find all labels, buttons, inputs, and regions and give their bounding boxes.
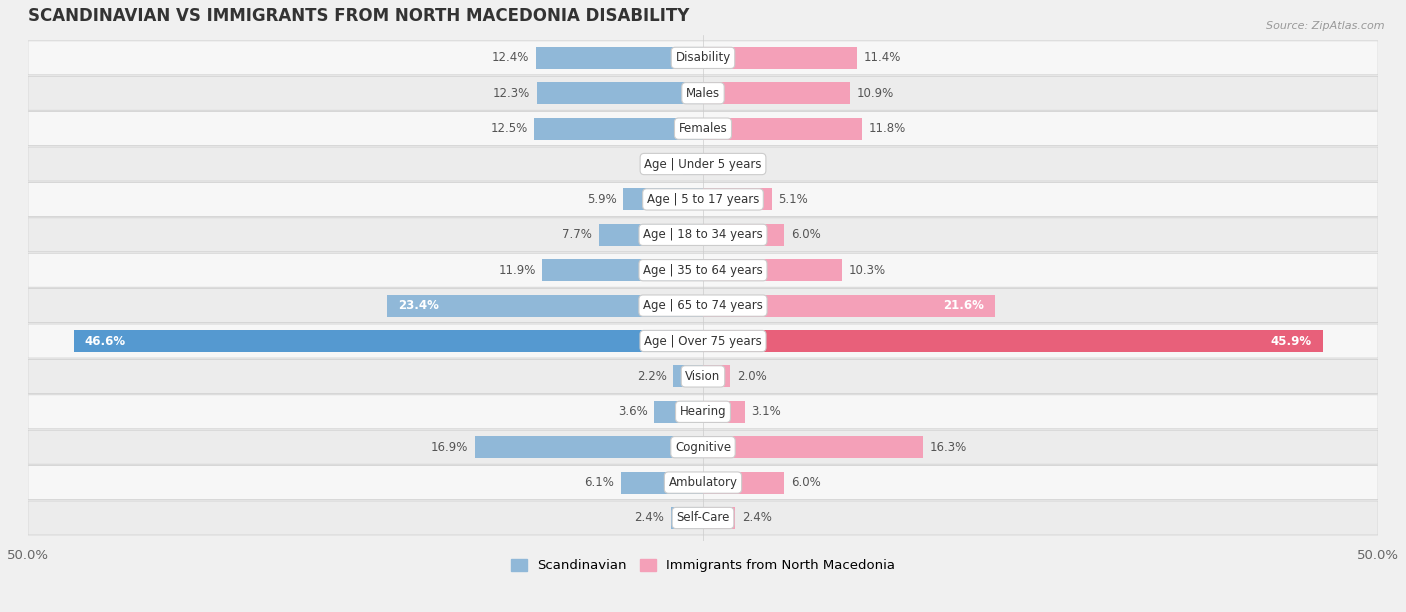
- FancyBboxPatch shape: [28, 359, 1378, 394]
- Text: Disability: Disability: [675, 51, 731, 64]
- FancyBboxPatch shape: [28, 466, 1378, 499]
- Text: 7.7%: 7.7%: [562, 228, 592, 241]
- Text: Age | 65 to 74 years: Age | 65 to 74 years: [643, 299, 763, 312]
- Text: 12.5%: 12.5%: [491, 122, 527, 135]
- Text: Females: Females: [679, 122, 727, 135]
- Bar: [671, 507, 703, 529]
- Text: Age | 35 to 64 years: Age | 35 to 64 years: [643, 264, 763, 277]
- Text: 10.3%: 10.3%: [849, 264, 886, 277]
- Bar: [703, 47, 856, 69]
- Text: Source: ZipAtlas.com: Source: ZipAtlas.com: [1267, 21, 1385, 31]
- Bar: [703, 224, 785, 246]
- Text: 3.6%: 3.6%: [617, 405, 648, 418]
- FancyBboxPatch shape: [28, 501, 1378, 535]
- FancyBboxPatch shape: [28, 289, 1378, 323]
- Bar: [703, 330, 1323, 352]
- Text: 6.0%: 6.0%: [790, 476, 821, 489]
- Bar: [75, 330, 703, 352]
- Bar: [536, 47, 703, 69]
- Text: 5.9%: 5.9%: [586, 193, 617, 206]
- Text: 45.9%: 45.9%: [1271, 335, 1312, 348]
- Text: 11.4%: 11.4%: [863, 51, 901, 64]
- FancyBboxPatch shape: [28, 182, 1378, 217]
- Text: 2.4%: 2.4%: [742, 512, 772, 524]
- FancyBboxPatch shape: [28, 147, 1378, 181]
- Text: 21.6%: 21.6%: [943, 299, 984, 312]
- Bar: [534, 118, 703, 140]
- Text: 3.1%: 3.1%: [752, 405, 782, 418]
- FancyBboxPatch shape: [28, 218, 1378, 252]
- Bar: [703, 401, 745, 423]
- Bar: [654, 401, 703, 423]
- Text: 6.1%: 6.1%: [583, 476, 614, 489]
- Text: 2.2%: 2.2%: [637, 370, 666, 383]
- Bar: [537, 82, 703, 104]
- Bar: [703, 365, 730, 387]
- Text: 11.8%: 11.8%: [869, 122, 907, 135]
- Text: 1.3%: 1.3%: [727, 157, 756, 171]
- Text: Males: Males: [686, 87, 720, 100]
- Text: Self-Care: Self-Care: [676, 512, 730, 524]
- Bar: [599, 224, 703, 246]
- FancyBboxPatch shape: [28, 253, 1378, 287]
- Text: 10.9%: 10.9%: [856, 87, 894, 100]
- Text: 16.9%: 16.9%: [430, 441, 468, 453]
- FancyBboxPatch shape: [28, 76, 1378, 110]
- FancyBboxPatch shape: [28, 430, 1378, 464]
- Text: Age | Over 75 years: Age | Over 75 years: [644, 335, 762, 348]
- Bar: [475, 436, 703, 458]
- Bar: [703, 436, 924, 458]
- Bar: [623, 188, 703, 211]
- Bar: [703, 82, 851, 104]
- Text: 1.5%: 1.5%: [647, 157, 676, 171]
- Text: 46.6%: 46.6%: [84, 335, 125, 348]
- Text: 2.4%: 2.4%: [634, 512, 664, 524]
- Bar: [703, 153, 720, 175]
- Bar: [703, 507, 735, 529]
- Bar: [620, 472, 703, 493]
- FancyBboxPatch shape: [28, 41, 1378, 75]
- Bar: [703, 118, 862, 140]
- FancyBboxPatch shape: [28, 111, 1378, 146]
- Text: Age | 5 to 17 years: Age | 5 to 17 years: [647, 193, 759, 206]
- Text: 23.4%: 23.4%: [398, 299, 439, 312]
- Text: 11.9%: 11.9%: [498, 264, 536, 277]
- Text: 2.0%: 2.0%: [737, 370, 766, 383]
- Bar: [703, 188, 772, 211]
- Bar: [387, 294, 703, 316]
- Text: Ambulatory: Ambulatory: [668, 476, 738, 489]
- Bar: [683, 153, 703, 175]
- Text: 16.3%: 16.3%: [929, 441, 967, 453]
- Text: Age | Under 5 years: Age | Under 5 years: [644, 157, 762, 171]
- FancyBboxPatch shape: [28, 324, 1378, 358]
- Bar: [703, 294, 994, 316]
- Bar: [673, 365, 703, 387]
- Text: 5.1%: 5.1%: [779, 193, 808, 206]
- Text: SCANDINAVIAN VS IMMIGRANTS FROM NORTH MACEDONIA DISABILITY: SCANDINAVIAN VS IMMIGRANTS FROM NORTH MA…: [28, 7, 689, 25]
- Text: Hearing: Hearing: [679, 405, 727, 418]
- Bar: [703, 472, 785, 493]
- Bar: [703, 259, 842, 281]
- FancyBboxPatch shape: [28, 395, 1378, 429]
- Legend: Scandinavian, Immigrants from North Macedonia: Scandinavian, Immigrants from North Mace…: [506, 553, 900, 578]
- Text: Vision: Vision: [685, 370, 721, 383]
- Text: Age | 18 to 34 years: Age | 18 to 34 years: [643, 228, 763, 241]
- Text: 6.0%: 6.0%: [790, 228, 821, 241]
- Text: 12.3%: 12.3%: [494, 87, 530, 100]
- Text: 12.4%: 12.4%: [492, 51, 529, 64]
- Bar: [543, 259, 703, 281]
- Text: Cognitive: Cognitive: [675, 441, 731, 453]
